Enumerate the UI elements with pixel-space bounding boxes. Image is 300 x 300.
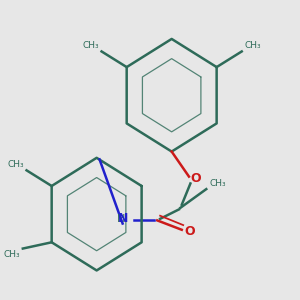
Text: O: O [190, 172, 201, 185]
Text: N: N [118, 212, 128, 225]
Text: H: H [117, 214, 125, 224]
Text: CH₃: CH₃ [209, 178, 226, 188]
Text: CH₃: CH₃ [7, 160, 24, 169]
Text: CH₃: CH₃ [82, 41, 99, 50]
Text: O: O [184, 225, 195, 238]
Text: CH₃: CH₃ [244, 41, 261, 50]
Text: CH₃: CH₃ [3, 250, 20, 259]
